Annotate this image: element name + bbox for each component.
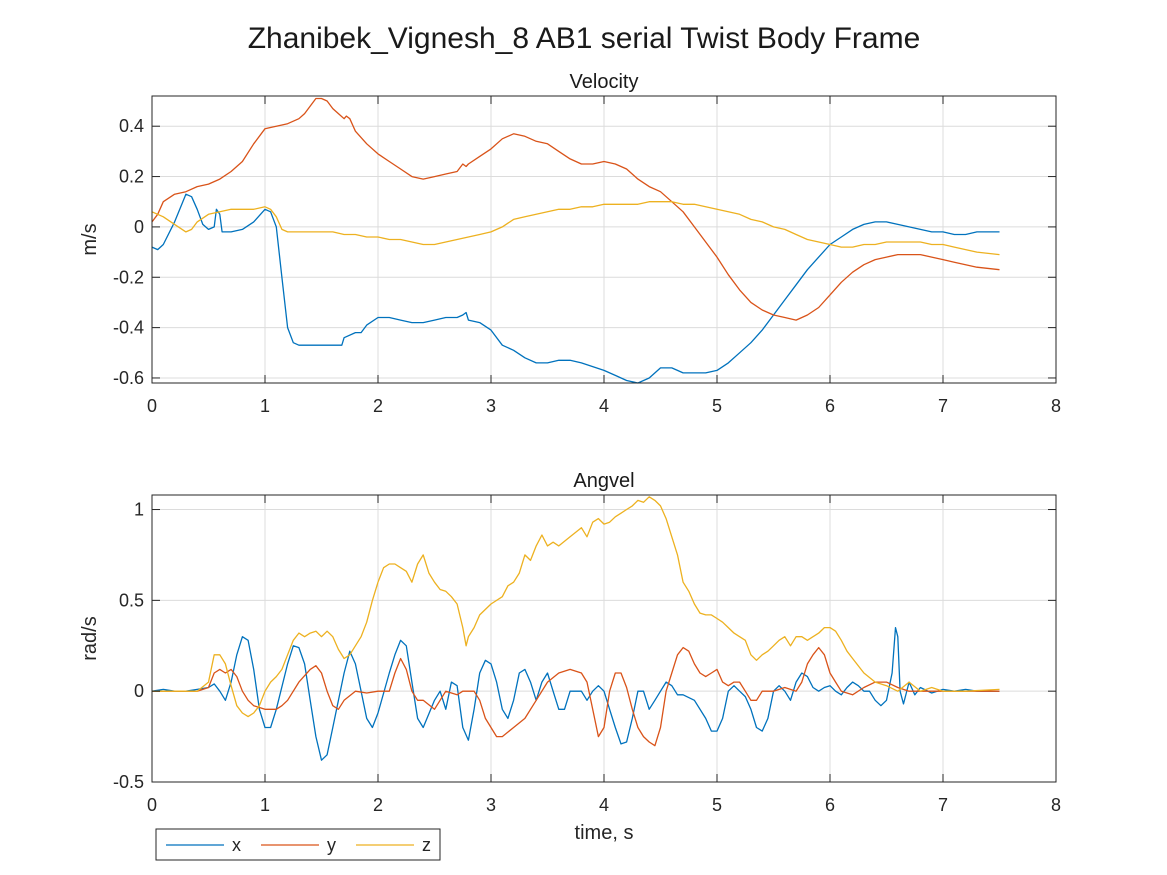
series-line-x (151, 626, 1000, 761)
subplot-velocity: 0 1 2 3 4 5 6 7 8 -0.6 -0.4 -0.2 0 0.2 0.4 Velocity m/s (79, 71, 1061, 416)
y-tick-label: -0.2 (113, 267, 144, 287)
x-tick-label: 3 (486, 396, 496, 416)
series-line-z (151, 201, 1000, 256)
x-tick-label: 6 (825, 795, 835, 815)
y-tick-label: -0.6 (113, 368, 144, 388)
legend: x y z (155, 828, 441, 861)
x-tick-label: 8 (1051, 795, 1061, 815)
x-tick-label: 3 (486, 795, 496, 815)
axes-title: Angvel (573, 470, 634, 492)
y-tick-label: 0.4 (119, 116, 144, 136)
x-tick-label: 2 (373, 396, 383, 416)
y-tick-label: -0.4 (113, 318, 144, 338)
series-line-y (152, 646, 1000, 747)
x-tick-label: 0 (147, 795, 157, 815)
y-tick-label: -0.5 (113, 772, 144, 792)
legend-label-z: z (422, 835, 431, 855)
x-axis-label: time, s (575, 822, 634, 844)
axes-title: Velocity (570, 71, 639, 93)
y-axis-label: rad/s (79, 616, 101, 660)
legend-label-y: y (327, 835, 336, 855)
x-tick-label: 5 (712, 795, 722, 815)
x-tick-label: 1 (260, 795, 270, 815)
x-tick-label: 1 (260, 396, 270, 416)
x-tick-label: 7 (938, 795, 948, 815)
y-tick-label: 0.5 (119, 590, 144, 610)
y-tick-label: 0 (134, 681, 144, 701)
series-line-x (151, 193, 1000, 384)
x-tick-label: 0 (147, 396, 157, 416)
x-tick-label: 7 (938, 396, 948, 416)
legend-label-x: x (232, 835, 241, 855)
x-tick-label: 8 (1051, 396, 1061, 416)
x-tick-label: 4 (599, 396, 609, 416)
figure-title: Zhanibek_Vignesh_8 AB1 serial Twist Body… (248, 22, 921, 55)
x-tick-label: 2 (373, 795, 383, 815)
subplots: 0 1 2 3 4 5 6 7 8-0.6-0.4-0.200.20.4Velocitym/s0… (79, 71, 1061, 844)
y-tick-label: 0 (134, 217, 144, 237)
y-axis-label: m/s (79, 223, 101, 255)
x-tick-label: 6 (825, 396, 835, 416)
y-tick-label: 1 (134, 500, 144, 520)
x-tick-label: 4 (599, 795, 609, 815)
series-line-z (152, 496, 1000, 718)
series-line-y (151, 97, 1000, 321)
y-tick-label: 0.2 (119, 167, 144, 187)
x-tick-label: 5 (712, 396, 722, 416)
